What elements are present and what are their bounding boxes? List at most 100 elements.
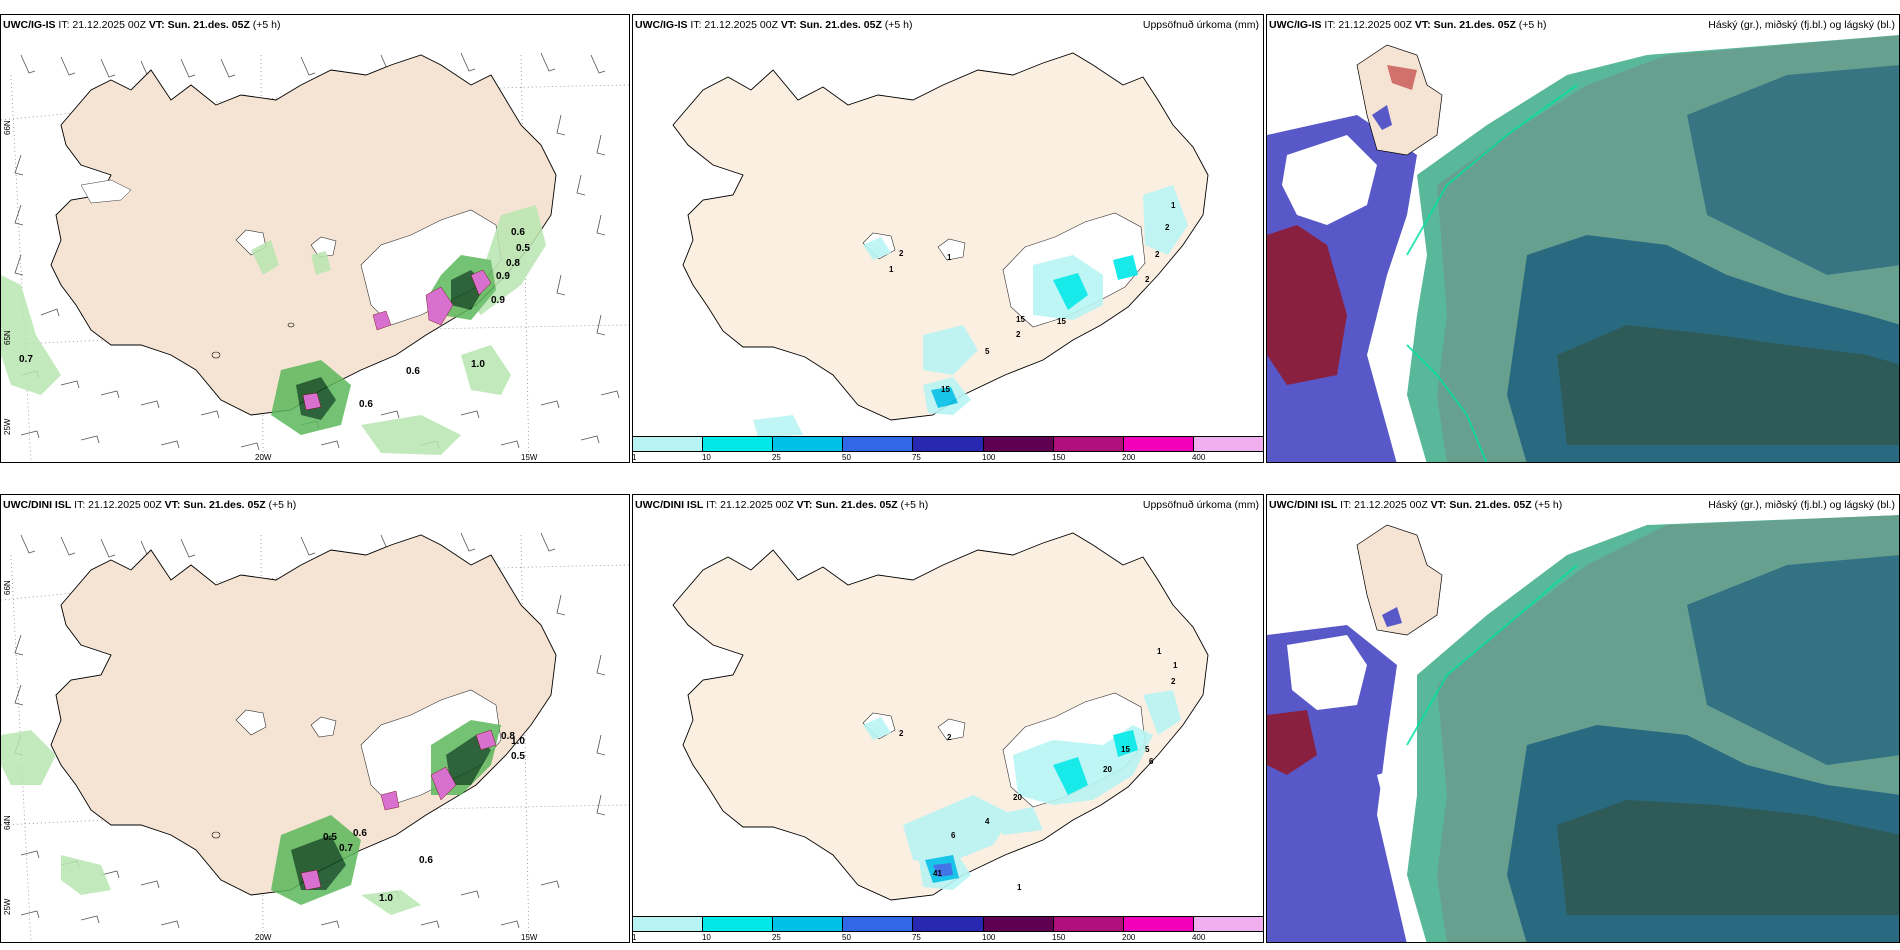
panel-title: UWC/DINI ISL IT: 21.12.2025 00Z VT: Sun.… bbox=[1269, 499, 1563, 511]
colorbar-label: 10 bbox=[701, 453, 711, 462]
cloud-map bbox=[1267, 35, 1899, 462]
value-label: 41 bbox=[933, 869, 942, 878]
value-label: 0.8 bbox=[501, 731, 515, 742]
value-label: 15 bbox=[941, 385, 950, 394]
colorbar-label: 400 bbox=[1191, 933, 1206, 942]
value-label: 4 bbox=[985, 817, 990, 826]
cloud-map-panel-dini: UWC/DINI ISL IT: 21.12.2025 00Z VT: Sun.… bbox=[1266, 494, 1900, 943]
lat-label: 64N bbox=[3, 815, 12, 830]
panel-title: UWC/IG-IS IT: 21.12.2025 00Z VT: Sun. 21… bbox=[635, 19, 913, 31]
value-label: 1.0 bbox=[379, 893, 393, 904]
value-label: 6 bbox=[1149, 757, 1154, 766]
value-label: 2 bbox=[1171, 677, 1176, 686]
colorbar-label: 100 bbox=[982, 453, 996, 462]
colorbar-label: 1 bbox=[632, 933, 637, 942]
value-label: 0.9 bbox=[496, 271, 510, 282]
value-label: 0.5 bbox=[511, 751, 525, 762]
value-label: 1.0 bbox=[511, 736, 525, 747]
value-label: 0.6 bbox=[406, 366, 420, 377]
value-label: 15 bbox=[1057, 317, 1066, 326]
cloud-map-panel-ig-is: UWC/IG-IS IT: 21.12.2025 00Z VT: Sun. 21… bbox=[1266, 14, 1900, 463]
value-label: 15 bbox=[1121, 745, 1130, 754]
panel-subtitle: Háský (gr.), miðský (fj.bl.) og lágský (… bbox=[1708, 19, 1895, 31]
lon-label: 15W bbox=[521, 453, 538, 462]
lat-label: 66N bbox=[3, 580, 12, 595]
value-label: 1 bbox=[1017, 883, 1022, 892]
colorbar-swatch bbox=[703, 917, 774, 931]
value-label: 0.5 bbox=[516, 243, 530, 254]
colorbar-swatch bbox=[913, 437, 984, 451]
value-label: 1 bbox=[947, 253, 952, 262]
precip-colorbar: 1 10 25 50 75 100 150 200 400 bbox=[633, 436, 1263, 462]
panel-title: UWC/IG-IS IT: 21.12.2025 00Z VT: Sun. 21… bbox=[1269, 19, 1547, 31]
wind-map bbox=[1, 15, 629, 462]
value-label: 1 bbox=[889, 265, 894, 274]
colorbar-label: 200 bbox=[1122, 453, 1136, 462]
lon-label: 15W bbox=[521, 933, 538, 942]
colorbar-label: 100 bbox=[982, 933, 996, 942]
lon-label: 20W bbox=[255, 453, 272, 462]
value-label: 1 bbox=[1171, 201, 1176, 210]
cloud-map bbox=[1267, 515, 1899, 942]
value-label: 0.6 bbox=[419, 855, 433, 866]
colorbar-swatch bbox=[983, 437, 1054, 451]
colorbar-swatch bbox=[1053, 917, 1124, 931]
value-label: 6 bbox=[951, 831, 956, 840]
value-label: 2 bbox=[1155, 250, 1160, 259]
value-label: 2 bbox=[1145, 275, 1150, 284]
colorbar-label: 150 bbox=[1052, 933, 1066, 942]
value-label: 2 bbox=[947, 733, 952, 742]
colorbar-swatch bbox=[1053, 437, 1124, 451]
precip-colorbar: 1 10 25 50 75 100 150 200 400 bbox=[633, 916, 1263, 942]
value-label: 15 bbox=[1016, 315, 1025, 324]
panel-subtitle: Uppsöfnuð úrkoma (mm) bbox=[1142, 19, 1259, 31]
colorbar-swatch bbox=[633, 917, 704, 931]
precip-map-panel-dini: UWC/DINI ISL IT: 21.12.2025 00Z VT: Sun.… bbox=[632, 494, 1264, 943]
panel-subtitle: Háský (gr.), miðský (fj.bl.) og lágský (… bbox=[1708, 499, 1895, 511]
value-label: 0.6 bbox=[353, 828, 367, 839]
lat-label: 25W bbox=[3, 418, 12, 435]
value-label: 20 bbox=[1103, 765, 1112, 774]
colorbar-swatch bbox=[843, 437, 914, 451]
colorbar-swatch bbox=[1123, 437, 1194, 451]
colorbar-swatch bbox=[1193, 917, 1263, 931]
colorbar-swatch bbox=[703, 437, 774, 451]
colorbar-swatch bbox=[773, 437, 844, 451]
value-label: 2 bbox=[1016, 330, 1021, 339]
colorbar-swatch bbox=[843, 917, 914, 931]
panel-title: UWC/IG-IS IT: 21.12.2025 00Z VT: Sun. 21… bbox=[3, 19, 281, 31]
value-label: 5 bbox=[985, 347, 990, 356]
colorbar-label: 150 bbox=[1052, 453, 1066, 462]
lat-label: 66N bbox=[3, 120, 12, 135]
value-label: 5 bbox=[1145, 745, 1150, 754]
colorbar-swatch bbox=[1193, 437, 1263, 451]
colorbar-label: 400 bbox=[1191, 453, 1206, 462]
value-label: 2 bbox=[899, 249, 904, 258]
colorbar-label: 50 bbox=[842, 453, 851, 462]
lon-label: 20W bbox=[255, 933, 272, 942]
wind-map bbox=[1, 495, 629, 942]
panel-subtitle: Uppsöfnuð úrkoma (mm) bbox=[1142, 499, 1259, 511]
value-label: 0.7 bbox=[339, 843, 353, 854]
colorbar-label: 200 bbox=[1122, 933, 1136, 942]
wind-map-panel-ig-is: UWC/IG-IS IT: 21.12.2025 00Z VT: Sun. 21… bbox=[0, 14, 630, 463]
colorbar-label: 25 bbox=[771, 933, 781, 942]
value-label: 0.8 bbox=[506, 258, 520, 269]
wind-map-panel-dini: UWC/DINI ISL IT: 21.12.2025 00Z VT: Sun.… bbox=[0, 494, 630, 943]
value-label: 0.7 bbox=[19, 354, 33, 365]
value-label: 1 bbox=[1173, 661, 1178, 670]
precip-map bbox=[633, 15, 1263, 462]
colorbar-swatch bbox=[983, 917, 1054, 931]
colorbar-label: 10 bbox=[701, 933, 711, 942]
panel-title: UWC/DINI ISL IT: 21.12.2025 00Z VT: Sun.… bbox=[635, 499, 929, 511]
value-label: 2 bbox=[1165, 223, 1170, 232]
precip-map bbox=[633, 495, 1263, 942]
value-label: 0.9 bbox=[491, 295, 505, 306]
value-label: 0.5 bbox=[323, 832, 337, 843]
colorbar-label: 50 bbox=[842, 933, 851, 942]
colorbar-swatch bbox=[633, 437, 704, 451]
value-label: 1.0 bbox=[471, 359, 485, 370]
value-label: 1 bbox=[1157, 647, 1162, 656]
colorbar-label: 75 bbox=[911, 933, 921, 942]
colorbar-label: 75 bbox=[911, 453, 921, 462]
